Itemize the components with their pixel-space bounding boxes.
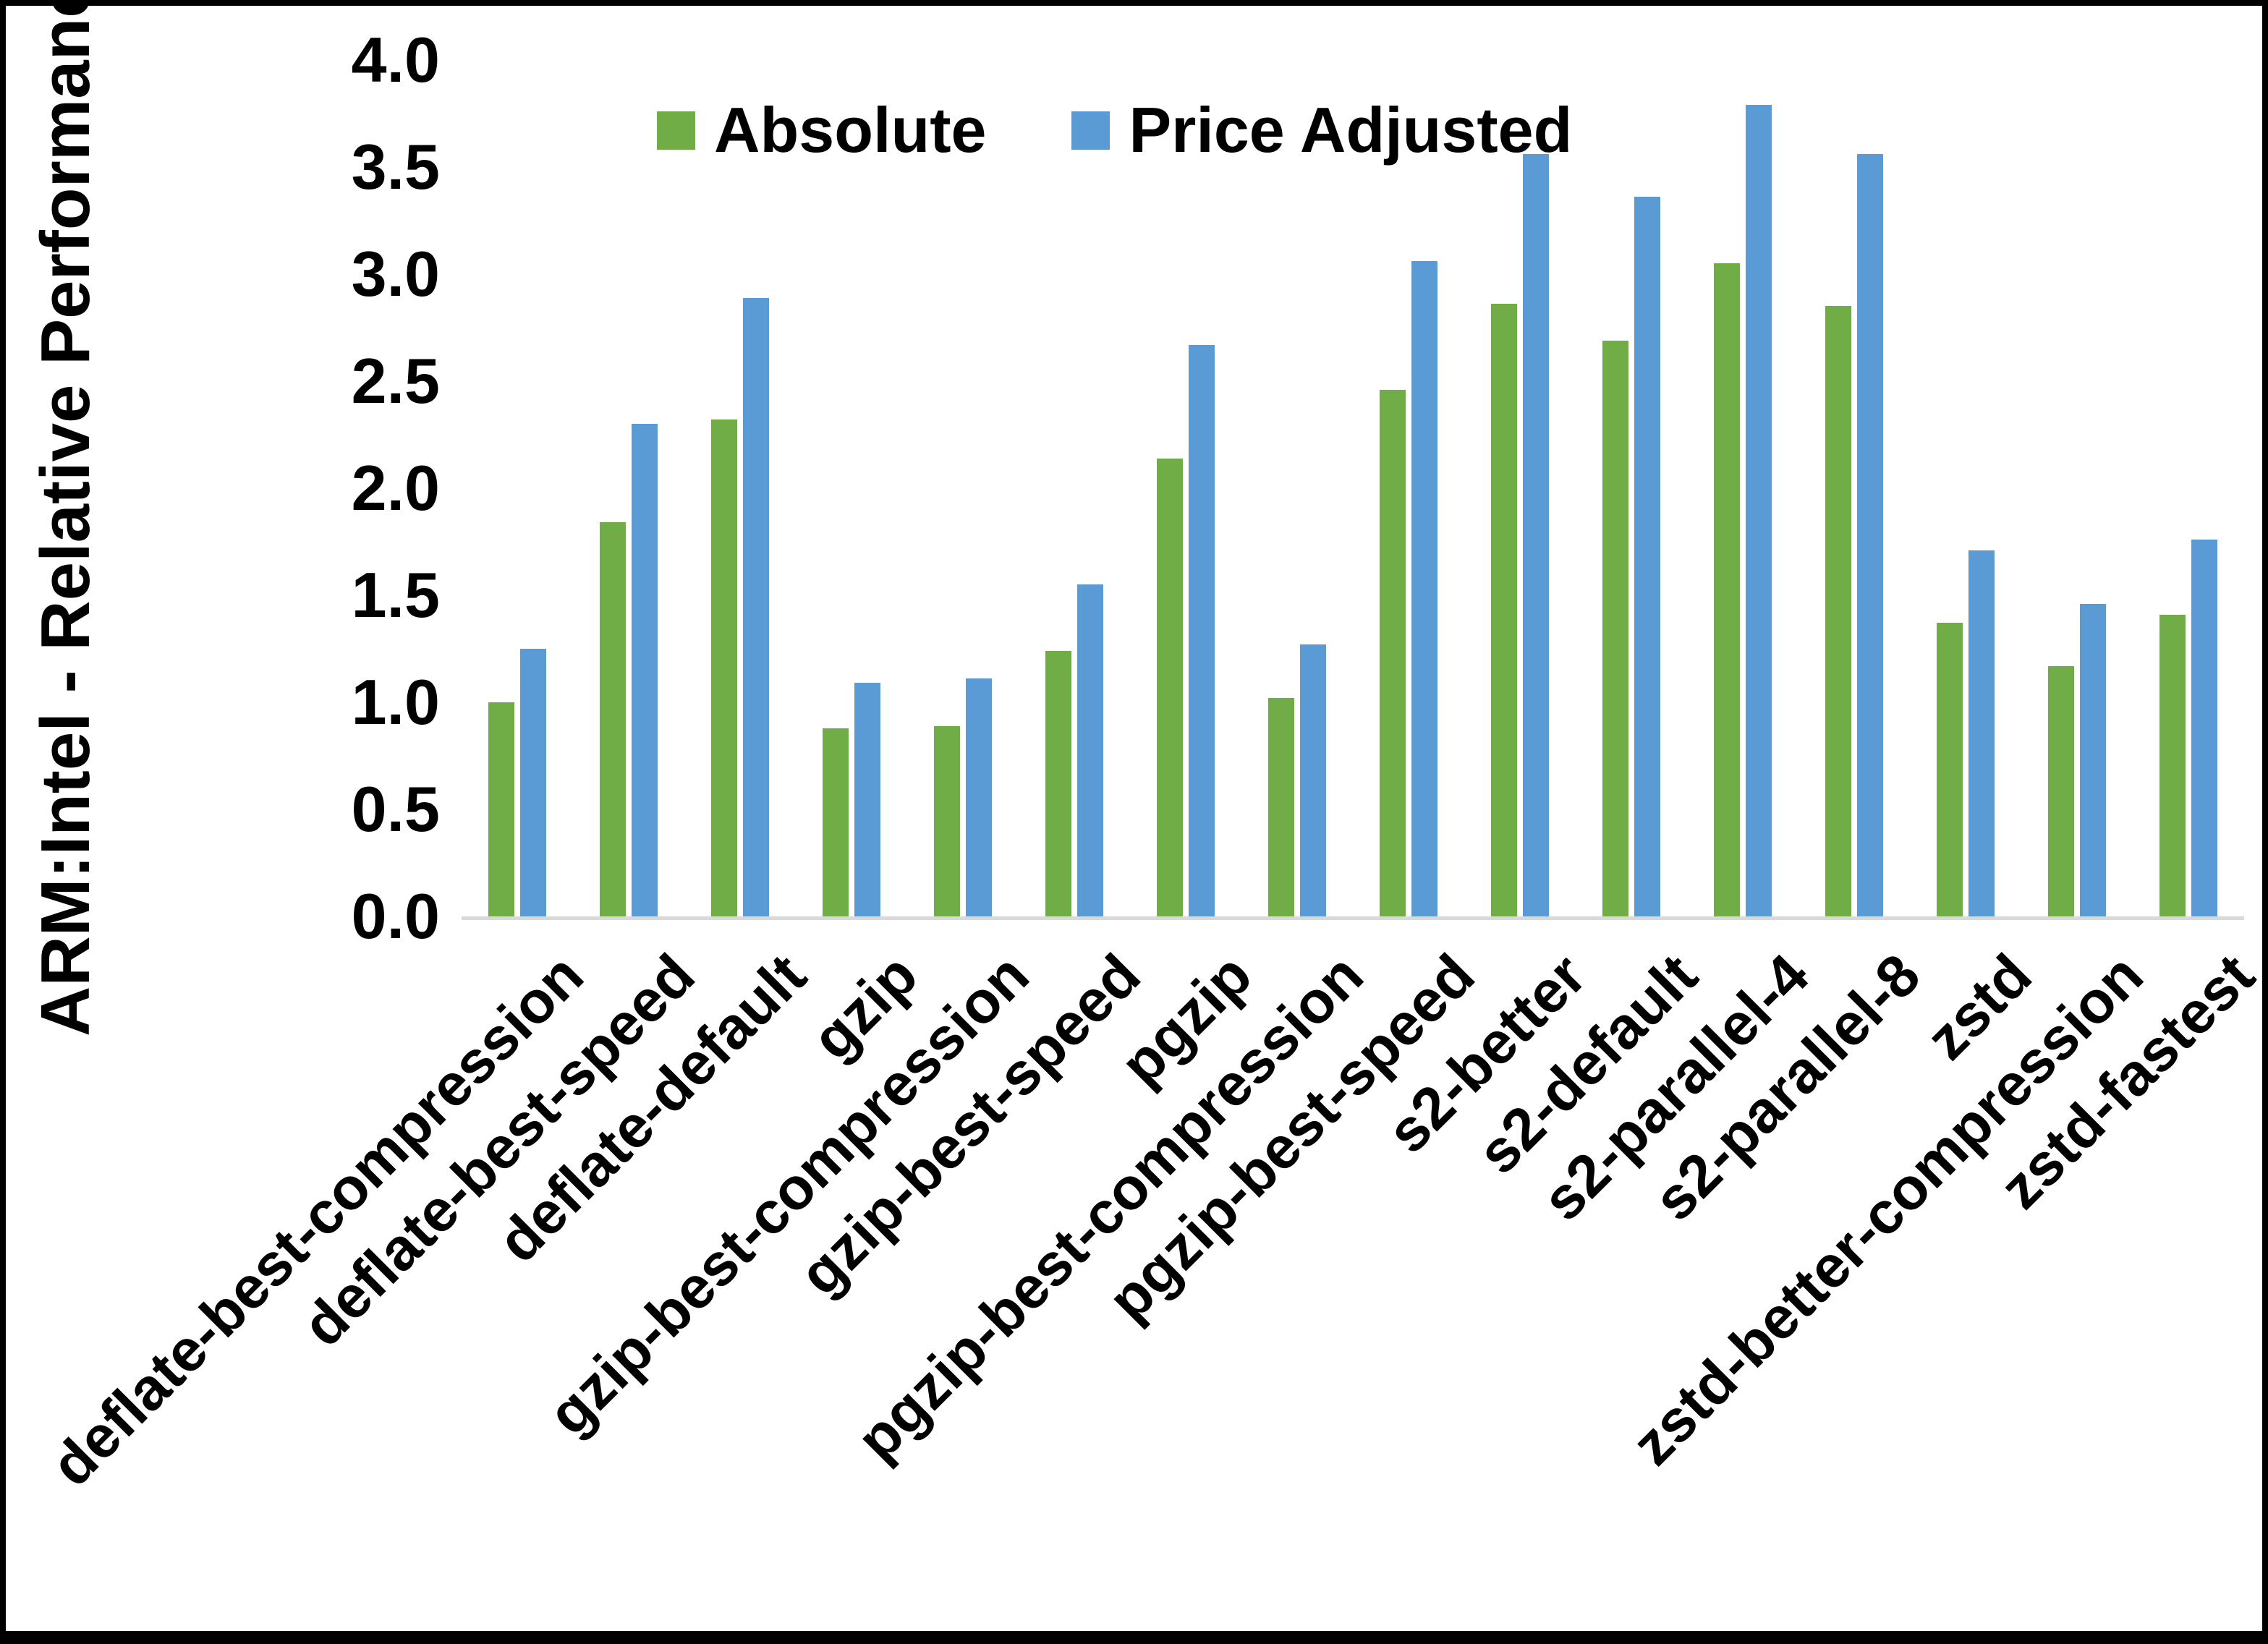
- y-tick-label: 2.0: [351, 452, 440, 524]
- legend-swatch-price-adjusted: [1071, 111, 1110, 150]
- bar-absolute-pgzip-best-compression: [1268, 698, 1294, 916]
- legend-item-price-adjusted: Price Adjusted: [1071, 94, 1572, 166]
- bar-price-adjusted-pgzip: [1189, 344, 1215, 916]
- legend-swatch-absolute: [657, 111, 695, 150]
- bar-price-adjusted-pgzip-best-compression: [1300, 644, 1326, 916]
- legend-item-absolute: Absolute: [657, 94, 986, 166]
- bar-price-adjusted-s2-default: [1634, 197, 1660, 916]
- bar-absolute-deflate-default: [711, 419, 737, 916]
- bar-group-deflate-best-compression: [462, 60, 573, 916]
- bar-group-pgzip: [1130, 60, 1241, 916]
- bar-group-s2-default: [1576, 60, 1687, 916]
- bar-group-zstd: [1910, 60, 2021, 916]
- bar-group-pgzip-best-compression: [1241, 60, 1353, 916]
- bar-absolute-gzip-best-compression: [934, 725, 960, 916]
- y-tick-label: 1.5: [351, 559, 440, 631]
- y-tick-label: 0.0: [351, 880, 440, 952]
- y-tick-label: 0.5: [351, 773, 440, 845]
- bar-absolute-s2-parallel-8: [1825, 306, 1851, 916]
- bar-price-adjusted-s2-parallel-8: [1857, 154, 1883, 916]
- bar-group-gzip-best-speed: [1019, 60, 1130, 916]
- legend-label-price-adjusted: Price Adjusted: [1129, 94, 1573, 166]
- plot-area: ARM:Intel - Relative Performance 4.0 3.5 3…: [6, 6, 2262, 1631]
- bar-group-deflate-default: [684, 60, 796, 916]
- bar-group-deflate-best-speed: [573, 60, 684, 916]
- bar-price-adjusted-zstd: [1968, 550, 1995, 916]
- bar-absolute-deflate-best-speed: [600, 522, 626, 916]
- bar-price-adjusted-deflate-best-speed: [632, 424, 658, 916]
- y-tick-label: 4.0: [351, 24, 440, 95]
- legend-label-absolute: Absolute: [714, 94, 987, 166]
- bar-group-gzip: [796, 60, 907, 916]
- bar-price-adjusted-gzip-best-speed: [1077, 584, 1103, 916]
- bar-group-zstd-better-compression: [2021, 60, 2133, 916]
- bar-absolute-s2-parallel-4: [1714, 263, 1740, 916]
- bar-group-s2-better: [1464, 60, 1576, 916]
- bar-price-adjusted-gzip-best-compression: [966, 678, 992, 916]
- y-tick-label: 1.0: [351, 666, 440, 738]
- y-tick-label: 2.5: [351, 345, 440, 417]
- bar-price-adjusted-zstd-better-compression: [2080, 603, 2106, 916]
- bar-group-s2-parallel-4: [1687, 60, 1798, 916]
- bar-absolute-gzip: [823, 728, 849, 916]
- bar-price-adjusted-gzip: [854, 683, 880, 916]
- bar-absolute-zstd-better-compression: [2048, 665, 2074, 916]
- bar-absolute-zstd-fastest: [2159, 614, 2186, 916]
- bar-price-adjusted-deflate-default: [743, 297, 769, 916]
- bar-absolute-s2-better: [1491, 304, 1517, 916]
- bar-group-gzip-best-compression: [907, 60, 1019, 916]
- x-axis-line: [462, 916, 2244, 920]
- bar-price-adjusted-zstd-fastest: [2191, 540, 2217, 916]
- bar-absolute-zstd: [1937, 623, 1963, 916]
- bar-group-pgzip-best-speed: [1353, 60, 1464, 916]
- bar-absolute-pgzip-best-speed: [1380, 389, 1406, 916]
- bar-price-adjusted-s2-better: [1523, 154, 1549, 916]
- bar-group-s2-parallel-8: [1798, 60, 1910, 916]
- bar-absolute-deflate-best-compression: [488, 702, 514, 916]
- bar-absolute-gzip-best-speed: [1045, 650, 1071, 916]
- legend: Absolute Price Adjusted: [657, 94, 1572, 166]
- y-tick-label: 3.5: [351, 131, 440, 203]
- bar-absolute-s2-default: [1602, 340, 1628, 916]
- bar-group-zstd-fastest: [2133, 60, 2244, 916]
- bar-price-adjusted-pgzip-best-speed: [1411, 261, 1437, 916]
- bar-absolute-pgzip: [1157, 458, 1183, 916]
- y-axis-title: ARM:Intel - Relative Performance: [27, 0, 104, 1036]
- bar-price-adjusted-s2-parallel-4: [1746, 105, 1772, 916]
- y-tick-label: 3.0: [351, 238, 440, 310]
- bar-price-adjusted-deflate-best-compression: [520, 649, 546, 916]
